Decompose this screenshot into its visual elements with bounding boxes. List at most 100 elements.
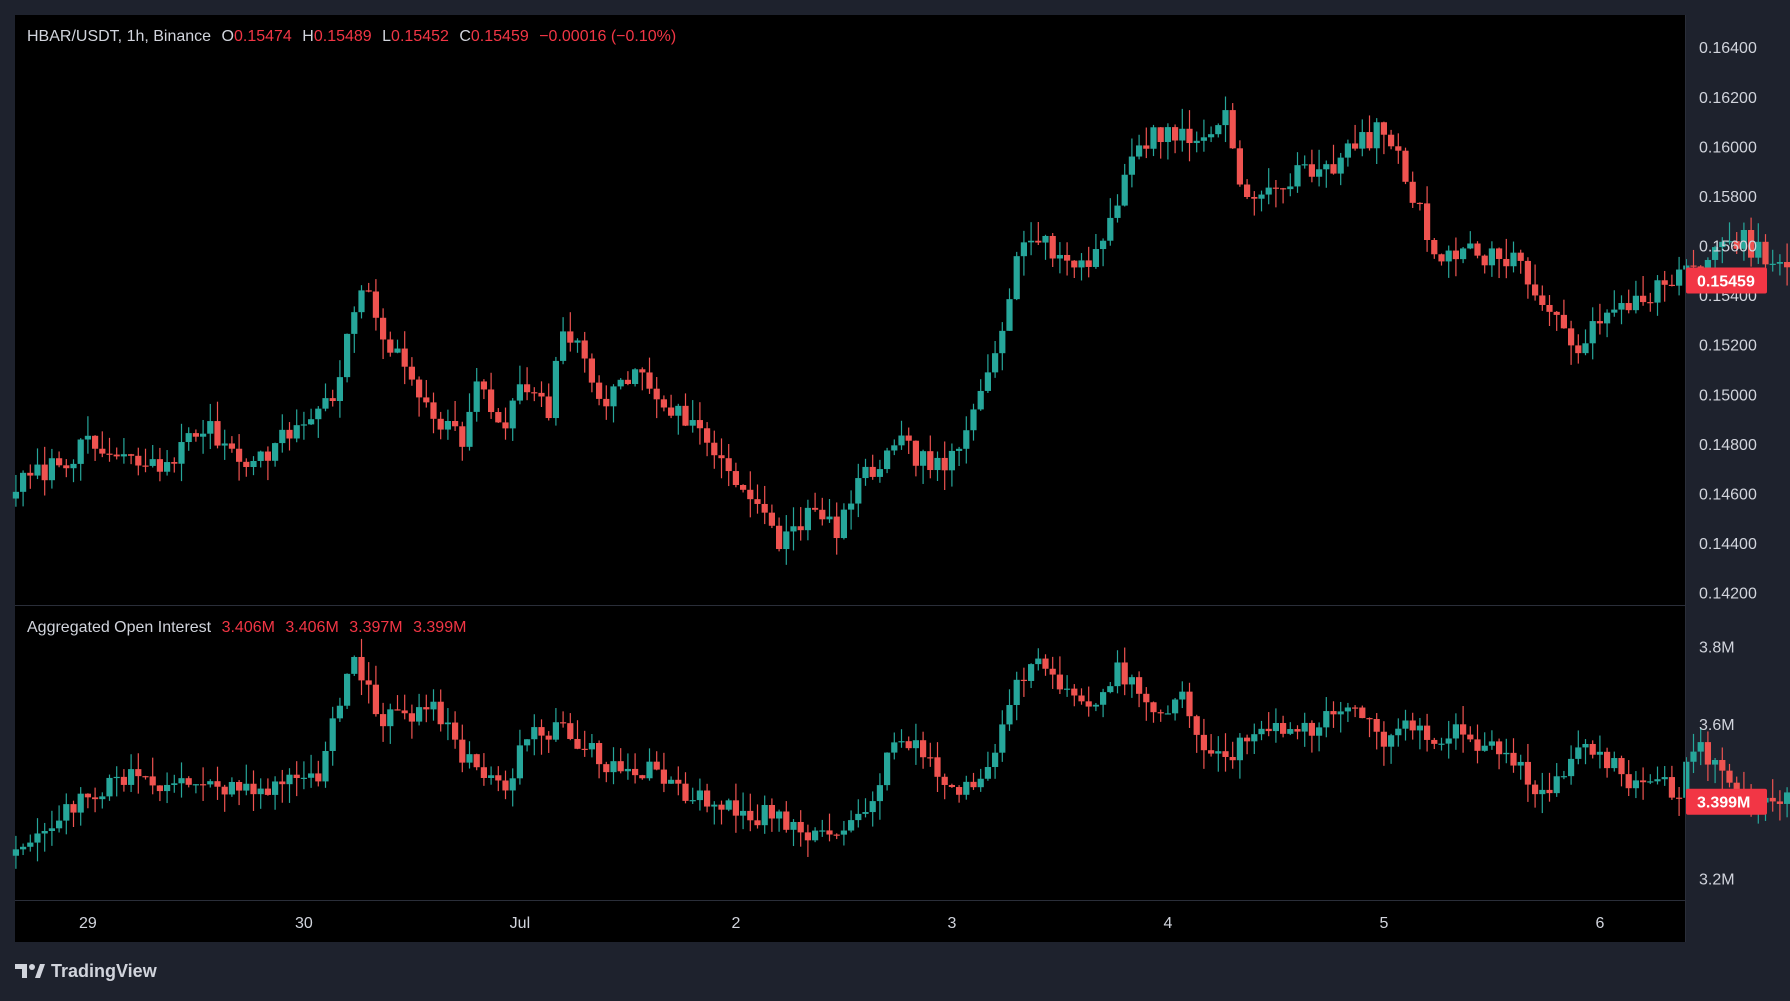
- oi-candle[interactable]: [1452, 724, 1459, 739]
- price-candle[interactable]: [783, 531, 790, 550]
- oi-candle[interactable]: [869, 801, 876, 813]
- oi-candle[interactable]: [1035, 658, 1042, 665]
- oi-candle[interactable]: [120, 776, 127, 785]
- price-candle[interactable]: [646, 372, 653, 389]
- oi-candle[interactable]: [653, 761, 660, 770]
- oi-candle[interactable]: [459, 739, 466, 763]
- price-candle[interactable]: [1272, 187, 1279, 189]
- price-candle[interactable]: [1092, 249, 1099, 267]
- price-candle[interactable]: [63, 465, 70, 469]
- oi-candle[interactable]: [480, 767, 487, 778]
- price-candle[interactable]: [416, 379, 423, 398]
- oi-candle[interactable]: [941, 776, 948, 785]
- oi-candle[interactable]: [27, 842, 34, 847]
- price-candle[interactable]: [1121, 174, 1128, 206]
- price-candle[interactable]: [308, 419, 315, 425]
- oi-candle[interactable]: [1784, 792, 1790, 804]
- price-candle[interactable]: [1488, 248, 1495, 266]
- oi-candle[interactable]: [99, 796, 106, 800]
- oi-candle[interactable]: [992, 752, 999, 768]
- oi-candle[interactable]: [164, 784, 171, 792]
- price-candle[interactable]: [77, 439, 84, 464]
- symbol-label[interactable]: HBAR/USDT, 1h, Binance: [27, 28, 212, 45]
- oi-candle[interactable]: [1172, 699, 1179, 714]
- price-candle[interactable]: [344, 333, 351, 378]
- oi-candle[interactable]: [1510, 752, 1517, 766]
- price-candle[interactable]: [20, 472, 27, 492]
- price-candle[interactable]: [1755, 241, 1762, 258]
- price-candle[interactable]: [1128, 156, 1135, 175]
- price-candle[interactable]: [639, 369, 646, 373]
- oi-candle[interactable]: [1553, 776, 1560, 794]
- price-candle[interactable]: [365, 290, 372, 292]
- oi-candle[interactable]: [1028, 664, 1035, 681]
- price-candle[interactable]: [682, 405, 689, 426]
- price-candle[interactable]: [884, 450, 891, 470]
- oi-candle[interactable]: [862, 812, 869, 814]
- price-candle[interactable]: [142, 465, 149, 467]
- price-candle[interactable]: [1748, 229, 1755, 258]
- oi-candle[interactable]: [761, 804, 768, 826]
- oi-candle[interactable]: [819, 830, 826, 832]
- price-candle[interactable]: [1496, 248, 1503, 259]
- oi-candle[interactable]: [704, 790, 711, 807]
- price-candle[interactable]: [1676, 269, 1683, 286]
- oi-candle[interactable]: [617, 761, 624, 772]
- oi-candle[interactable]: [1517, 761, 1524, 766]
- price-candle[interactable]: [1056, 254, 1063, 259]
- oi-candle[interactable]: [1244, 737, 1251, 742]
- price-candle[interactable]: [1352, 143, 1359, 149]
- price-candle[interactable]: [1071, 260, 1078, 268]
- price-candle[interactable]: [999, 330, 1006, 354]
- price-candle[interactable]: [531, 392, 538, 394]
- oi-candle[interactable]: [668, 779, 675, 784]
- oi-candle[interactable]: [596, 743, 603, 765]
- price-candle[interactable]: [898, 435, 905, 446]
- price-candle[interactable]: [660, 399, 667, 408]
- oi-candle[interactable]: [1676, 797, 1683, 799]
- price-candle[interactable]: [862, 466, 869, 479]
- oi-candle[interactable]: [1056, 674, 1063, 690]
- price-candle[interactable]: [1712, 247, 1719, 260]
- oi-candle[interactable]: [574, 738, 581, 749]
- oi-candle[interactable]: [1524, 761, 1531, 785]
- price-candle[interactable]: [869, 466, 876, 477]
- oi-candle[interactable]: [437, 701, 444, 725]
- price-candle[interactable]: [768, 512, 775, 526]
- price-candle[interactable]: [423, 397, 430, 403]
- price-candle[interactable]: [401, 348, 408, 367]
- oi-candle[interactable]: [509, 778, 516, 791]
- price-candle[interactable]: [1337, 157, 1344, 174]
- oi-candle[interactable]: [423, 707, 430, 710]
- price-candle[interactable]: [113, 454, 120, 457]
- price-candle[interactable]: [1179, 128, 1186, 141]
- price-candle[interactable]: [1769, 263, 1776, 265]
- price-candle[interactable]: [1193, 140, 1200, 144]
- price-candle[interactable]: [1654, 280, 1661, 303]
- oi-candle[interactable]: [740, 810, 747, 816]
- price-candle[interactable]: [228, 443, 235, 449]
- oi-candle[interactable]: [365, 680, 372, 685]
- oi-candle[interactable]: [178, 778, 185, 784]
- oi-candle[interactable]: [1265, 728, 1272, 732]
- price-candle[interactable]: [668, 407, 675, 416]
- price-candle[interactable]: [257, 451, 264, 461]
- oi-candle[interactable]: [1683, 761, 1690, 798]
- price-candle[interactable]: [610, 386, 617, 407]
- oi-candle[interactable]: [1085, 701, 1092, 707]
- price-candle[interactable]: [156, 459, 163, 472]
- oi-candle[interactable]: [1546, 789, 1553, 794]
- price-candle[interactable]: [1640, 295, 1647, 303]
- price-candle[interactable]: [516, 384, 523, 401]
- oi-candle[interactable]: [264, 788, 271, 795]
- price-candle[interactable]: [603, 398, 610, 407]
- oi-candle[interactable]: [92, 797, 99, 800]
- oi-candle[interactable]: [840, 830, 847, 835]
- oi-candle[interactable]: [977, 778, 984, 788]
- oi-candle[interactable]: [1611, 758, 1618, 769]
- price-candle[interactable]: [358, 290, 365, 313]
- price-candle[interactable]: [1208, 134, 1215, 138]
- oi-candle[interactable]: [1438, 743, 1445, 745]
- price-candle[interactable]: [502, 422, 509, 429]
- oi-candle[interactable]: [236, 781, 243, 791]
